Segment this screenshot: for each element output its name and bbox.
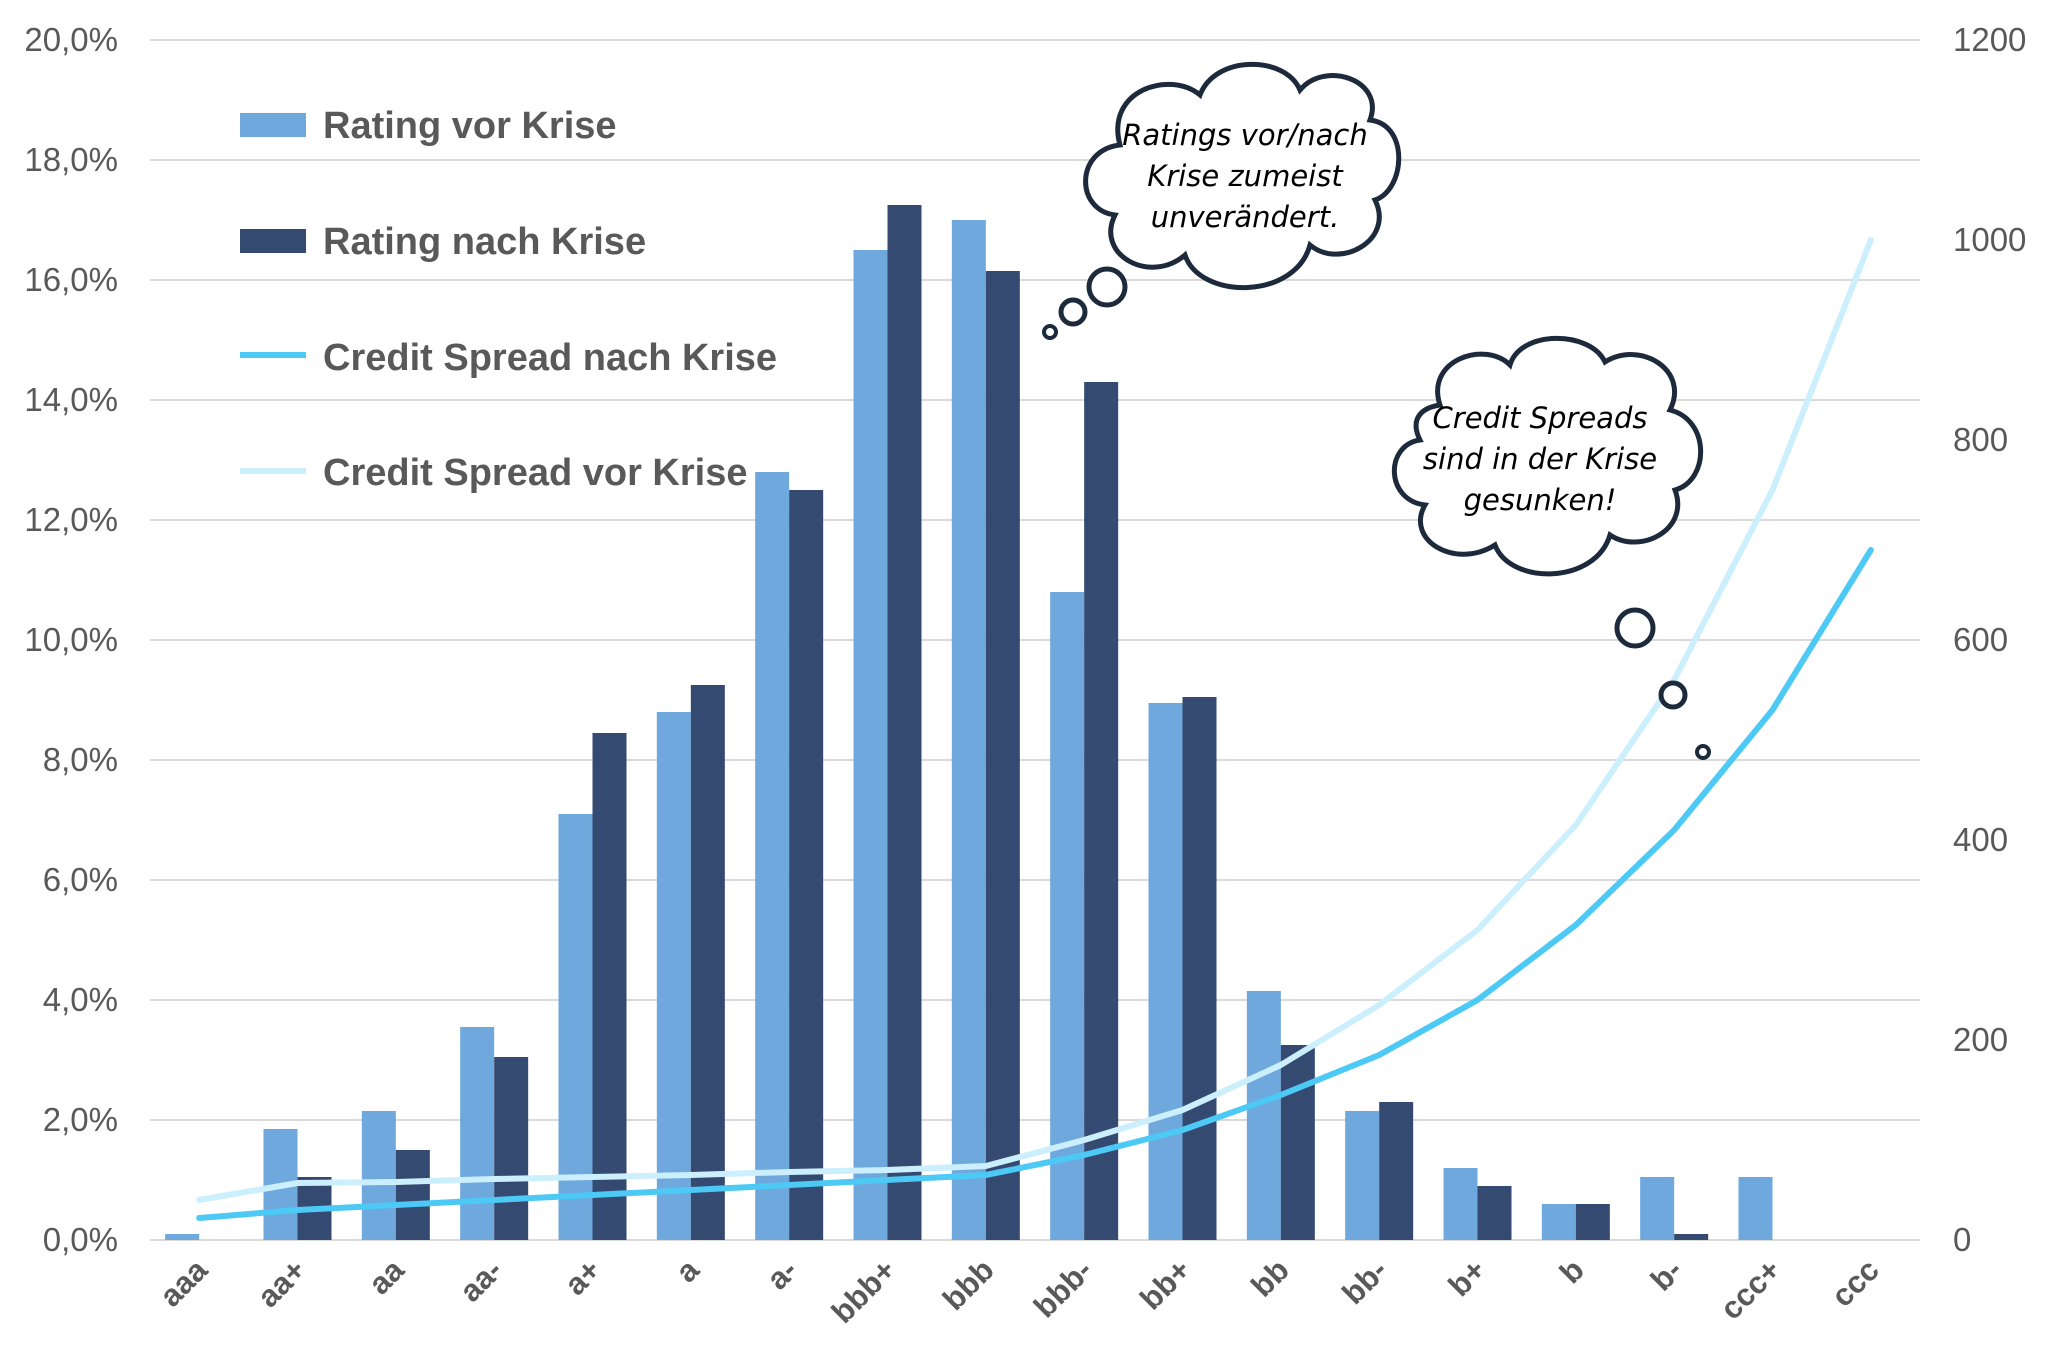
left-tick-label: 18,0%	[24, 141, 118, 178]
left-tick-label: 8,0%	[43, 741, 118, 778]
bar-vor-b-	[1640, 1177, 1675, 1240]
right-tick-label: 200	[1953, 1021, 2008, 1058]
callout-ratings-line-1: Ratings vor/nach	[1122, 118, 1368, 152]
bar-vor-a+	[558, 814, 593, 1240]
thought-circle	[1058, 297, 1088, 327]
legend-label-rating-nach-krise: Rating nach Krise	[323, 221, 646, 263]
callout-spreads: Credit Spreads sind in der Krise gesunke…	[1391, 335, 1711, 760]
bar-nach-bb+	[1182, 697, 1217, 1240]
bar-vor-a-	[755, 472, 790, 1240]
bar-vor-a	[656, 712, 691, 1240]
thought-circle	[1086, 266, 1128, 308]
series-lines	[196, 237, 1874, 1221]
bar-vor-bbb+	[853, 250, 888, 1240]
bar-vor-aa-	[460, 1027, 495, 1240]
thought-circle	[1042, 324, 1058, 340]
bar-vor-bbb-	[1050, 592, 1085, 1240]
legend-label-credit-spread-nach-krise: Credit Spread nach Krise	[323, 337, 777, 379]
left-tick-label: 14,0%	[24, 381, 118, 418]
bar-vor-bb+	[1148, 703, 1183, 1240]
left-tick-label: 6,0%	[43, 861, 118, 898]
callout-ratings: Ratings vor/nach Krise zumeist unverände…	[1042, 61, 1402, 340]
bar-nach-b+	[1477, 1186, 1512, 1240]
callout-ratings-line-3: unverändert.	[1151, 200, 1340, 234]
bar-nach-bbb+	[887, 205, 922, 1240]
bar-vor-bb-	[1345, 1111, 1380, 1240]
bar-nach-bbb-	[1084, 382, 1119, 1240]
cloud-shape	[1391, 335, 1704, 577]
legend-swatch-rating-vor-krise	[240, 113, 306, 137]
right-tick-label: 600	[1953, 621, 2008, 658]
bar-nach-b	[1575, 1204, 1610, 1240]
bar-nach-aa	[395, 1150, 430, 1240]
gridlines	[150, 39, 1920, 1241]
callout-spreads-line-3: gesunken!	[1464, 483, 1617, 517]
thought-circle	[1614, 607, 1656, 649]
line-credit-spread-vor-krise	[196, 237, 1874, 1203]
bar-vor-aaa	[165, 1234, 200, 1240]
thought-circle	[1658, 680, 1688, 710]
bar-nach-a-	[789, 490, 824, 1240]
cloud-shape	[1083, 61, 1402, 291]
legend-swatch-rating-nach-krise	[240, 229, 306, 253]
bar-nach-a+	[592, 733, 627, 1240]
bar-nach-a	[690, 685, 725, 1240]
right-axis-ticks: 0 200 400 600 800 1000 1200	[1953, 21, 2026, 1258]
left-tick-label: 20,0%	[24, 21, 118, 58]
legend-label-credit-spread-vor-krise: Credit Spread vor Krise	[323, 452, 747, 494]
bar-vor-b	[1541, 1204, 1576, 1240]
legend: Rating vor Krise Rating nach Krise Credi…	[240, 105, 777, 494]
bars	[165, 205, 1773, 1240]
left-tick-label: 12,0%	[24, 501, 118, 538]
callout-spreads-line-1: Credit Spreads	[1433, 401, 1648, 435]
bar-nach-b-	[1674, 1234, 1709, 1240]
thought-circle	[1695, 744, 1711, 760]
right-tick-label: 1200	[1953, 21, 2026, 58]
right-tick-label: 400	[1953, 821, 2008, 858]
left-tick-label: 4,0%	[43, 981, 118, 1018]
left-tick-label: 0,0%	[43, 1221, 118, 1258]
left-tick-label: 2,0%	[43, 1101, 118, 1138]
legend-label-rating-vor-krise: Rating vor Krise	[323, 105, 617, 147]
bar-vor-b+	[1443, 1168, 1478, 1240]
bar-vor-bb	[1246, 991, 1281, 1240]
bar-nach-bb	[1280, 1045, 1315, 1240]
right-tick-label: 1000	[1953, 221, 2026, 258]
bar-nach-aa-	[494, 1057, 529, 1240]
bar-nach-bbb	[985, 271, 1020, 1240]
right-tick-label: 0	[1953, 1221, 1971, 1258]
bar-nach-bb-	[1379, 1102, 1414, 1240]
bar-vor-bbb	[951, 220, 986, 1240]
bar-vor-ccc+	[1738, 1177, 1773, 1240]
left-axis-ticks: 0,0% 2,0% 4,0% 6,0% 8,0% 10,0% 12,0% 14,0% 16,0%…	[24, 21, 118, 1258]
left-tick-label: 10,0%	[24, 621, 118, 658]
right-tick-label: 800	[1953, 421, 2008, 458]
left-tick-label: 16,0%	[24, 261, 118, 298]
bar-vor-aa	[361, 1111, 396, 1240]
callout-spreads-line-2: sind in der Krise	[1423, 442, 1657, 476]
line-credit-spread-nach-krise	[196, 547, 1874, 1221]
callout-ratings-line-2: Krise zumeist	[1147, 159, 1344, 193]
